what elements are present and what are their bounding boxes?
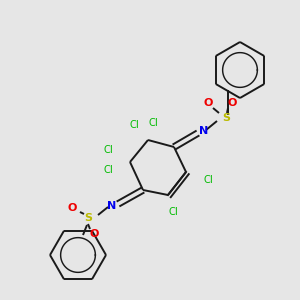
Text: O: O [67,203,77,213]
Text: O: O [203,98,213,108]
Text: Cl: Cl [168,207,178,217]
Text: Cl: Cl [129,120,139,130]
Text: S: S [84,213,92,223]
Text: N: N [200,126,208,136]
Text: O: O [89,229,99,239]
Text: O: O [227,98,237,108]
Text: Cl: Cl [103,165,113,175]
Text: S: S [222,113,230,123]
Text: Cl: Cl [148,118,158,128]
Text: Cl: Cl [103,145,113,155]
Text: N: N [107,201,117,211]
Text: Cl: Cl [203,175,213,185]
